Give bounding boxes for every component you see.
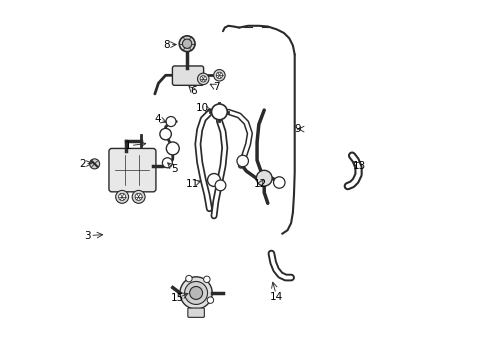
Circle shape	[189, 287, 202, 300]
Circle shape	[118, 193, 125, 201]
Text: 15: 15	[170, 293, 183, 303]
Circle shape	[135, 193, 142, 201]
Circle shape	[273, 177, 285, 188]
Text: 14: 14	[269, 292, 283, 302]
Circle shape	[213, 69, 224, 81]
Circle shape	[166, 142, 179, 155]
Circle shape	[182, 39, 191, 48]
Text: 3: 3	[84, 231, 91, 240]
Text: 9: 9	[294, 124, 300, 134]
Text: 11: 11	[185, 179, 199, 189]
Circle shape	[207, 297, 213, 303]
Circle shape	[215, 180, 225, 191]
Circle shape	[132, 190, 145, 203]
FancyBboxPatch shape	[187, 308, 204, 318]
Circle shape	[184, 282, 207, 305]
Text: 8: 8	[163, 40, 170, 50]
FancyBboxPatch shape	[172, 66, 203, 85]
Circle shape	[160, 129, 171, 140]
Text: 12: 12	[253, 179, 266, 189]
Text: 7: 7	[213, 82, 220, 93]
Text: 6: 6	[190, 86, 197, 96]
Circle shape	[216, 72, 222, 78]
Circle shape	[179, 36, 195, 51]
Circle shape	[237, 155, 248, 167]
Text: 1: 1	[124, 141, 131, 151]
Text: 5: 5	[171, 164, 178, 174]
FancyBboxPatch shape	[109, 148, 156, 192]
Circle shape	[200, 76, 206, 82]
Text: 10: 10	[195, 103, 208, 113]
Circle shape	[197, 73, 208, 85]
Circle shape	[165, 117, 176, 127]
Text: 13: 13	[352, 161, 365, 171]
Circle shape	[162, 158, 172, 168]
Circle shape	[211, 104, 227, 120]
Text: 4: 4	[154, 114, 161, 124]
Text: 2: 2	[79, 159, 85, 169]
Circle shape	[185, 275, 192, 282]
Circle shape	[116, 190, 128, 203]
Circle shape	[207, 174, 220, 186]
Circle shape	[89, 159, 100, 169]
Circle shape	[256, 170, 271, 186]
Circle shape	[203, 276, 210, 283]
Circle shape	[180, 277, 212, 309]
